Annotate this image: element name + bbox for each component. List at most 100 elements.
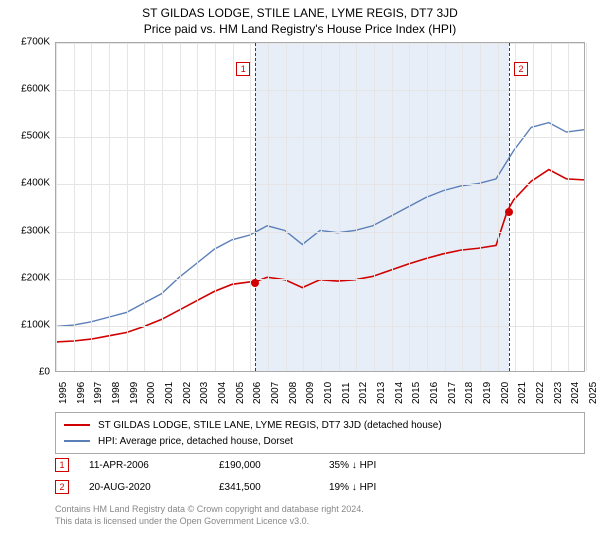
gridline-h — [56, 90, 584, 91]
gridline-v — [162, 43, 163, 371]
gridline-v — [303, 43, 304, 371]
y-tick-label: £400K — [10, 178, 50, 189]
table-row: 2 20-AUG-2020£341,50019% ↓ HPI — [55, 476, 585, 498]
col-price: £190,000 — [219, 460, 329, 471]
gridline-h — [56, 279, 584, 280]
x-tick-label: 2010 — [323, 382, 334, 404]
marker-line — [255, 43, 256, 371]
gridline-v — [321, 43, 322, 371]
x-tick-label: 1999 — [129, 382, 140, 404]
gridline-v — [427, 43, 428, 371]
gridline-v — [409, 43, 410, 371]
table-marker: 1 — [55, 458, 69, 472]
gridline-v — [144, 43, 145, 371]
gridline-h — [56, 326, 584, 327]
gridline-h — [56, 43, 584, 44]
gridline-v — [551, 43, 552, 371]
legend-row: HPI: Average price, detached house, Dors… — [64, 433, 576, 449]
gridline-v — [56, 43, 57, 371]
marker-dot — [505, 208, 513, 216]
footer-text: Contains HM Land Registry data © Crown c… — [55, 504, 364, 527]
legend-row: ST GILDAS LODGE, STILE LANE, LYME REGIS,… — [64, 417, 576, 433]
y-tick-label: £600K — [10, 84, 50, 95]
legend-swatch — [64, 440, 90, 442]
marker-box: 1 — [236, 62, 250, 76]
x-tick-label: 2025 — [588, 382, 599, 404]
gridline-v — [197, 43, 198, 371]
col-date: 20-AUG-2020 — [89, 482, 219, 493]
gridline-h — [56, 137, 584, 138]
x-tick-label: 1996 — [76, 382, 87, 404]
y-tick-label: £0 — [10, 367, 50, 378]
x-tick-label: 2015 — [411, 382, 422, 404]
y-tick-label: £300K — [10, 225, 50, 236]
x-tick-label: 2006 — [252, 382, 263, 404]
gridline-v — [568, 43, 569, 371]
col-delta: 35% ↓ HPI — [329, 460, 449, 471]
gridline-v — [127, 43, 128, 371]
col-date: 11-APR-2006 — [89, 460, 219, 471]
gridline-v — [462, 43, 463, 371]
gridline-v — [445, 43, 446, 371]
x-tick-label: 1998 — [111, 382, 122, 404]
gridline-v — [250, 43, 251, 371]
x-tick-label: 2002 — [182, 382, 193, 404]
gridline-v — [533, 43, 534, 371]
gridline-h — [56, 184, 584, 185]
chart-area — [55, 42, 585, 372]
x-tick-label: 2024 — [570, 382, 581, 404]
data-table: 1 11-APR-2006£190,00035% ↓ HPI 2 20-AUG-202… — [55, 454, 585, 498]
col-price: £341,500 — [219, 482, 329, 493]
gridline-v — [74, 43, 75, 371]
gridline-v — [180, 43, 181, 371]
marker-box: 2 — [514, 62, 528, 76]
legend-swatch — [64, 424, 90, 426]
x-tick-label: 1995 — [58, 382, 69, 404]
marker-dot — [251, 279, 259, 287]
gridline-v — [233, 43, 234, 371]
x-tick-label: 2011 — [341, 382, 352, 404]
gridline-v — [498, 43, 499, 371]
table-marker: 2 — [55, 480, 69, 494]
x-tick-label: 2022 — [535, 382, 546, 404]
gridline-v — [339, 43, 340, 371]
gridline-v — [515, 43, 516, 371]
chart-title-sub: Price paid vs. HM Land Registry's House … — [0, 22, 600, 36]
legend-box: ST GILDAS LODGE, STILE LANE, LYME REGIS,… — [55, 412, 585, 454]
x-tick-label: 2020 — [500, 382, 511, 404]
x-tick-label: 2004 — [217, 382, 228, 404]
col-delta: 19% ↓ HPI — [329, 482, 449, 493]
x-tick-label: 2014 — [394, 382, 405, 404]
x-tick-label: 2003 — [199, 382, 210, 404]
gridline-v — [109, 43, 110, 371]
gridline-v — [286, 43, 287, 371]
gridline-v — [480, 43, 481, 371]
x-tick-label: 2001 — [164, 382, 175, 404]
y-tick-label: £100K — [10, 319, 50, 330]
x-tick-label: 2012 — [358, 382, 369, 404]
series-hpi — [56, 123, 584, 327]
series-property — [56, 170, 584, 342]
x-tick-label: 2021 — [517, 382, 528, 404]
chart-svg — [56, 43, 584, 371]
x-tick-label: 2009 — [305, 382, 316, 404]
gridline-v — [215, 43, 216, 371]
gridline-v — [91, 43, 92, 371]
chart-title-block: ST GILDAS LODGE, STILE LANE, LYME REGIS,… — [0, 0, 600, 36]
x-tick-label: 2016 — [429, 382, 440, 404]
x-tick-label: 2008 — [288, 382, 299, 404]
table-row: 1 11-APR-2006£190,00035% ↓ HPI — [55, 454, 585, 476]
gridline-v — [356, 43, 357, 371]
gridline-h — [56, 232, 584, 233]
x-tick-label: 2005 — [235, 382, 246, 404]
footer-line-2: This data is licensed under the Open Gov… — [55, 516, 364, 528]
x-tick-label: 2019 — [482, 382, 493, 404]
legend-label: HPI: Average price, detached house, Dors… — [98, 436, 293, 447]
y-tick-label: £700K — [10, 37, 50, 48]
y-tick-label: £200K — [10, 272, 50, 283]
x-tick-label: 2000 — [146, 382, 157, 404]
gridline-v — [374, 43, 375, 371]
footer-line-1: Contains HM Land Registry data © Crown c… — [55, 504, 364, 516]
chart-title-main: ST GILDAS LODGE, STILE LANE, LYME REGIS,… — [0, 6, 600, 20]
gridline-v — [586, 43, 587, 371]
